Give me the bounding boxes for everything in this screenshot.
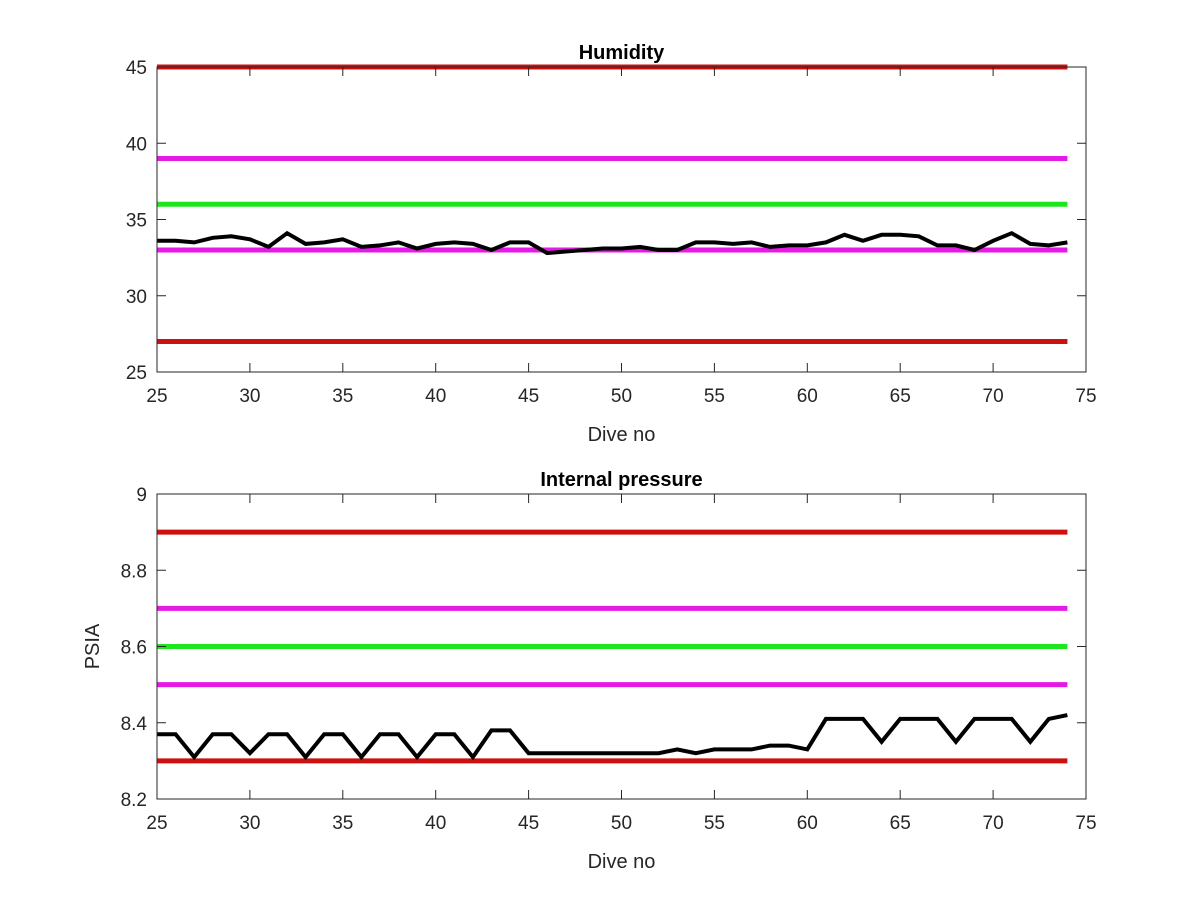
- x-tick-label: 25: [146, 813, 167, 834]
- pressure-series: [157, 713, 1068, 761]
- pressure-reference-lines: [157, 529, 1068, 764]
- x-tick-label: 30: [239, 386, 260, 407]
- humidity-x-axis-label: Dive no: [588, 424, 656, 446]
- humidity-plot: 25 30 35 40 45 50 55 60 65 70 75 25 30 35 40 45 Humidi…: [126, 42, 1097, 446]
- pressure-y-axis-label: PSIA: [82, 623, 104, 669]
- humidity-series: [157, 230, 1068, 256]
- pressure-y-ticks: 8.2 8.4 8.6 8.8 9: [121, 485, 1086, 811]
- y-tick-label: 40: [126, 134, 147, 155]
- x-tick-label: 45: [518, 813, 539, 834]
- x-tick-label: 50: [611, 813, 632, 834]
- x-tick-label: 40: [425, 386, 446, 407]
- humidity-y-ticks: 25 30 35 40 45: [126, 58, 1086, 384]
- x-tick-label: 40: [425, 813, 446, 834]
- y-tick-label: 8.6: [121, 638, 147, 659]
- pressure-chart-title: Internal pressure: [540, 469, 702, 491]
- x-tick-label: 35: [332, 386, 353, 407]
- y-tick-label: 30: [126, 287, 147, 308]
- humidity-x-ticks: 25 30 35 40 45 50 55 60 65 70 75: [146, 67, 1097, 407]
- humidity-chart-title: Humidity: [579, 42, 665, 64]
- x-tick-label: 55: [704, 386, 725, 407]
- x-tick-label: 25: [146, 386, 167, 407]
- x-tick-label: 75: [1075, 813, 1096, 834]
- y-tick-label: 25: [126, 363, 147, 384]
- x-tick-label: 75: [1075, 386, 1096, 407]
- data-series-line-0: [157, 230, 1068, 256]
- pressure-x-ticks: 25 30 35 40 45 50 55 60 65 70 75: [146, 494, 1097, 834]
- x-tick-label: 70: [983, 813, 1004, 834]
- x-tick-label: 60: [797, 386, 818, 407]
- x-tick-label: 65: [890, 386, 911, 407]
- x-tick-label: 55: [704, 813, 725, 834]
- y-tick-label: 45: [126, 58, 147, 79]
- y-tick-label: 8.8: [121, 561, 147, 582]
- x-tick-label: 60: [797, 813, 818, 834]
- x-tick-label: 65: [890, 813, 911, 834]
- y-tick-label: 35: [126, 211, 147, 232]
- x-tick-label: 45: [518, 386, 539, 407]
- data-series-line-0: [157, 713, 1068, 761]
- x-tick-label: 35: [332, 813, 353, 834]
- x-tick-label: 30: [239, 813, 260, 834]
- y-tick-label: 9: [136, 485, 147, 506]
- x-tick-label: 50: [611, 386, 632, 407]
- x-tick-label: 70: [983, 386, 1004, 407]
- y-tick-label: 8.2: [121, 790, 147, 811]
- y-tick-label: 8.4: [121, 714, 148, 735]
- pressure-x-axis-label: Dive no: [588, 851, 656, 873]
- internal-pressure-plot: 25 30 35 40 45 50 55 60 65 70 75 8.2 8.4 8.6 8.8 9 Int…: [82, 469, 1097, 873]
